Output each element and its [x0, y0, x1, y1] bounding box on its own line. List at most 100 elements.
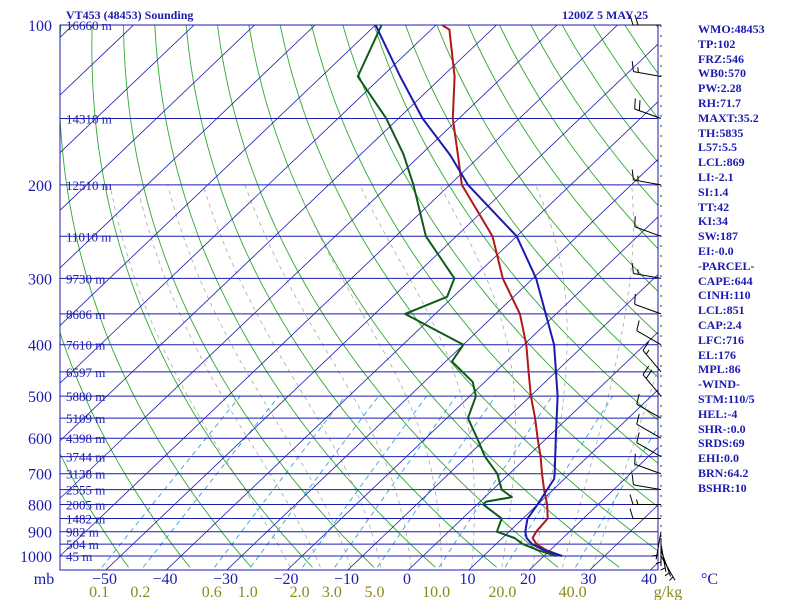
isotherm-line	[106, 25, 678, 570]
pressure-tick-label: 400	[28, 338, 52, 355]
station-title: VT453 (48453) Sounding	[66, 8, 193, 23]
side-panel-item: MPL:86	[698, 362, 800, 377]
wind-barb-half-feather	[638, 269, 639, 274]
isotherm-lines	[0, 25, 800, 570]
wind-barb-shaft	[633, 485, 661, 490]
wind-barb-feather	[632, 474, 633, 484]
mixing-ratio-label: 2.0	[290, 584, 310, 600]
mixing-ratio-line	[377, 396, 495, 567]
wind-barb-shaft	[635, 304, 661, 314]
height-label: 14310 m	[66, 112, 112, 127]
wind-barb	[632, 474, 661, 489]
wind-barb	[632, 170, 661, 185]
side-panel-item: SRDS:69	[698, 436, 800, 451]
mixing-ratio-line	[102, 396, 240, 567]
side-panel-item: MAXT:35.2	[698, 111, 800, 126]
temperature-tick-label: 10	[460, 571, 476, 588]
pressure-tick-label: 300	[28, 271, 52, 288]
height-label: 2555 m	[66, 483, 105, 498]
side-panel-item: TH:5835	[698, 126, 800, 141]
side-panel-item: EHI:0.0	[698, 451, 800, 466]
isotherm-line	[0, 25, 73, 570]
mixing-ratio-label: 0.1	[89, 584, 109, 600]
wind-barb	[635, 99, 661, 119]
mixing-ratio-label: 10.0	[422, 584, 450, 600]
height-label: 9730 m	[66, 271, 105, 286]
wind-barb-feather	[637, 321, 639, 331]
side-panel-item: CINH:110	[698, 288, 800, 303]
wind-barb-half-feather	[652, 555, 657, 556]
temperature-tick-label: 0	[403, 571, 411, 588]
side-panel-item: WB0:570	[698, 66, 800, 81]
pressure-tick-label: 600	[28, 431, 52, 448]
mixing-ratio-label: 5.0	[365, 584, 385, 600]
wind-barb	[630, 495, 661, 505]
side-panel-item: SI:1.4	[698, 185, 800, 200]
adiabat-lines	[0, 25, 800, 567]
wind-barb-half-feather	[665, 573, 669, 576]
wind-barb-shaft	[656, 532, 661, 560]
side-panel-item: LCL:869	[698, 155, 800, 170]
side-panel-item: WMO:48453	[698, 22, 800, 37]
temperature-tick-label: 20	[520, 571, 536, 588]
wind-barb-half-feather	[638, 67, 639, 72]
side-panel-item: SW:187	[698, 229, 800, 244]
wind-barb-feather	[635, 454, 636, 464]
mixing-ratio-line	[215, 396, 346, 567]
pressure-tick-label: 1000	[20, 549, 52, 566]
height-label: 11010 m	[66, 229, 111, 244]
pressure-tick-label: 900	[28, 525, 52, 542]
wind-barb-feather	[632, 170, 633, 180]
mixing-ratio-label: 3.0	[322, 584, 342, 600]
wind-barb-feather	[643, 366, 649, 375]
side-panel-item: L57:5.5	[698, 140, 800, 155]
wind-barb-feather	[635, 216, 636, 226]
side-panel-item: KI:34	[698, 214, 800, 229]
height-label: 5880 m	[66, 389, 105, 404]
isotherm-line	[0, 25, 13, 570]
wind-barb-shaft	[637, 404, 661, 418]
wind-barb-half-feather	[669, 577, 673, 581]
wind-barb-feather	[646, 370, 652, 379]
wind-barb-feather	[630, 509, 633, 519]
height-label: 3138 m	[66, 467, 105, 482]
mixing-ratio-label: 0.6	[202, 584, 222, 600]
pressure-tick-label: 200	[28, 178, 52, 195]
wind-barb-half-feather	[637, 500, 639, 505]
moist-adiabat	[562, 185, 633, 568]
wind-barb-feather	[632, 61, 633, 71]
side-panel-item: LFC:716	[698, 333, 800, 348]
mixing-ratio-label: 40.0	[559, 584, 587, 600]
pressure-tick-label: 500	[28, 389, 52, 406]
height-label: 8606 m	[66, 307, 105, 322]
wind-barb-feather	[635, 294, 636, 304]
wind-barb	[635, 294, 661, 314]
side-panel-item: EL:176	[698, 348, 800, 363]
height-label: 45 m	[66, 549, 92, 564]
wind-barbs	[630, 15, 675, 581]
moist-adiabat	[110, 185, 290, 568]
mixing-ratio-label: 1.0	[238, 584, 258, 600]
temperature-tick-label: °C	[701, 571, 718, 588]
dry-adiabat	[92, 25, 313, 567]
height-label: 2005 m	[66, 498, 105, 513]
wind-barb-half-feather	[661, 568, 666, 570]
temperature-tick-label: −40	[152, 571, 177, 588]
height-label: 4398 m	[66, 431, 105, 446]
wind-barb-feather	[637, 432, 639, 442]
pressure-tick-label: 100	[28, 18, 52, 35]
height-label: 3744 m	[66, 450, 105, 465]
moist-adiabat	[593, 185, 709, 568]
moist-adiabat	[137, 185, 320, 568]
moist-adiabat	[168, 185, 351, 568]
side-panel-item: HEL:-4	[698, 407, 800, 422]
wind-barb-feather	[630, 495, 633, 505]
wind-barb	[632, 61, 661, 76]
side-panel-item: -PARCEL-	[698, 259, 800, 274]
side-panel-item: BRN:64.2	[698, 466, 800, 481]
height-label: 7610 m	[66, 338, 105, 353]
dry-adiabat	[0, 25, 129, 567]
moist-adiabat	[532, 185, 567, 568]
